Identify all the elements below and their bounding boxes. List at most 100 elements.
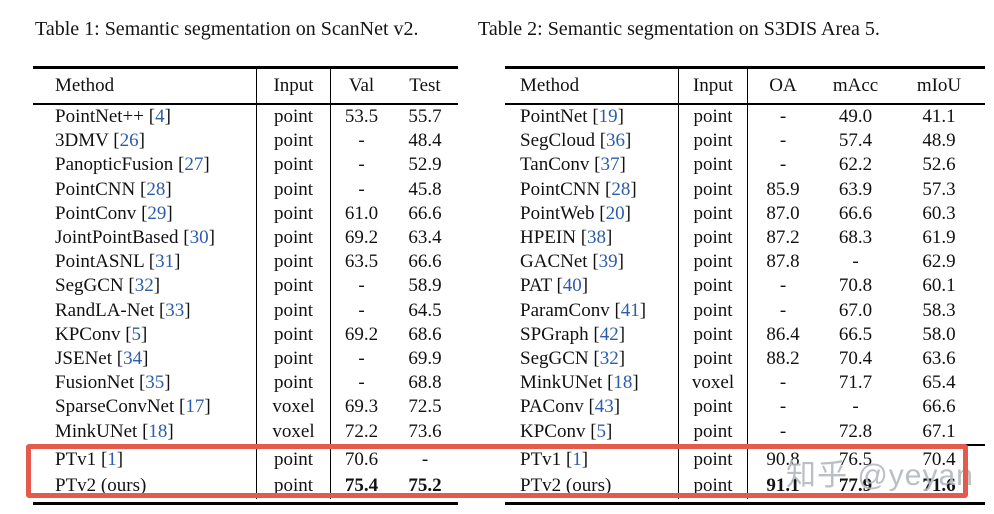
value-cell: 67.1 [922, 420, 956, 442]
value-cell: 70.8 [838, 275, 873, 297]
table-row: MinkUNet [18] voxel 72.2 73.6 [33, 419, 458, 444]
citation-ref[interactable]: 1 [107, 449, 117, 471]
value-cell: 63.9 [838, 178, 873, 200]
citation-bracket: [ [113, 130, 120, 152]
citation-ref[interactable]: 40 [562, 275, 582, 297]
value-cell: 45.8 [408, 178, 442, 200]
table-row: MinkUNet [18] voxel -71.7 65.4 [505, 371, 985, 396]
citation-ref[interactable]: 5 [131, 323, 142, 345]
input-cell: point [256, 177, 330, 202]
value-cell: 49.0 [838, 106, 873, 128]
column-header-oa: OA [747, 69, 818, 103]
citation-ref[interactable]: 28 [146, 178, 166, 200]
value-cell: - [747, 274, 818, 299]
table-row: TanConv [37] point -62.2 52.6 [505, 153, 985, 178]
citation-ref[interactable]: 26 [119, 130, 139, 152]
value-cell: 76.5 [838, 449, 873, 471]
method-cell: SegGCN [32] [55, 275, 161, 297]
citation-ref[interactable]: 35 [145, 372, 165, 394]
method-cell: SegCloud [36] [520, 130, 632, 152]
table-row: PTv1 [1] point 70.6 - [33, 447, 458, 474]
value-cell: - [330, 153, 392, 178]
citation-bracket: [ [592, 106, 599, 128]
column-header-method: Method [520, 75, 580, 96]
table-row: PointNet++ [4] point 53.5 55.7 [33, 105, 458, 130]
value-cell: 68.6 [408, 323, 442, 345]
citation-ref[interactable]: 27 [184, 154, 204, 176]
citation-ref[interactable]: 32 [134, 275, 154, 297]
input-cell: point [678, 419, 747, 444]
value-cell: 48.4 [408, 130, 442, 152]
citation-ref[interactable]: 38 [587, 227, 607, 249]
citation-ref[interactable]: 4 [155, 106, 165, 128]
citation-ref[interactable]: 41 [620, 299, 640, 321]
input-cell: point [256, 105, 330, 130]
citation-ref[interactable]: 5 [596, 420, 607, 442]
value-cell: 75.4 [330, 473, 392, 499]
value-cell: 62.2 [838, 154, 873, 176]
method-cell: PointCNN [28] [55, 178, 172, 200]
method-cell: SparseConvNet [17] [55, 396, 211, 418]
input-cell: point [256, 298, 330, 323]
value-cell: 72.5 [408, 396, 442, 418]
input-cell: point [256, 129, 330, 154]
citation-ref[interactable]: 19 [598, 106, 618, 128]
value-cell: - [747, 371, 818, 396]
citation-bracket: [ [148, 106, 156, 128]
citation-ref[interactable]: 18 [148, 420, 168, 442]
citation-bracket: ] [184, 299, 191, 321]
value-cell: - [747, 298, 818, 323]
citation-bracket: [ [125, 323, 132, 345]
column-header-input: Input [256, 69, 330, 103]
citation-ref[interactable]: 17 [185, 396, 205, 418]
citation-ref[interactable]: 20 [605, 202, 625, 224]
citation-bracket: [ [590, 420, 597, 442]
citation-ref[interactable]: 43 [594, 396, 614, 418]
input-cell: point [678, 129, 747, 154]
citation-ref[interactable]: 1 [572, 449, 582, 471]
value-cell: 72.2 [330, 419, 392, 444]
citation-bracket: ] [581, 275, 589, 297]
citation-bracket: ] [613, 396, 621, 418]
input-cell: point [678, 395, 747, 420]
citation-ref[interactable]: 18 [613, 372, 633, 394]
table-scannet: Method Input Val Test PointNet++ [4] poin… [33, 66, 458, 505]
value-cell: 58.3 [922, 299, 956, 321]
method-cell: 3DMV [26] [55, 130, 145, 152]
citation-bracket: ] [632, 372, 639, 394]
table-row: SegGCN [32] point -58.9 [33, 274, 458, 299]
input-cell: point [256, 201, 330, 226]
value-cell: 69.3 [330, 395, 392, 420]
citation-bracket: [ [183, 227, 190, 249]
value-cell: 48.9 [922, 130, 956, 152]
citation-bracket: [ [593, 347, 600, 369]
table-header: Method Input Val Test [33, 69, 458, 105]
input-cell: point [678, 274, 747, 299]
table-row: 3DMV [26] point -48.4 [33, 129, 458, 154]
method-cell: PTv2 (ours) [55, 474, 147, 496]
value-cell: - [330, 274, 392, 299]
citation-ref[interactable]: 31 [155, 251, 175, 273]
table-s3dis: Method Input OA mAcc mIoU PointNet [19] p… [505, 66, 985, 505]
value-cell: 85.9 [747, 177, 818, 202]
citation-ref[interactable]: 36 [606, 130, 626, 152]
value-cell: 71.6 [922, 474, 956, 496]
value-cell: 65.4 [922, 372, 956, 394]
citation-ref[interactable]: 37 [600, 154, 620, 176]
value-cell: 58.0 [922, 323, 956, 345]
citation-ref[interactable]: 29 [147, 202, 167, 224]
table-row: KPConv [5] point 69.2 68.6 [33, 322, 458, 347]
citation-ref[interactable]: 34 [123, 347, 143, 369]
citation-bracket: ] [617, 251, 624, 273]
citation-ref[interactable]: 32 [599, 347, 619, 369]
citation-ref[interactable]: 42 [599, 323, 619, 345]
table-body: PointNet [19] point -49.0 41.1 SegCloud [36]… [505, 105, 985, 444]
citation-bracket: ] [606, 227, 613, 249]
value-cell: 63.6 [922, 347, 956, 369]
citation-ref[interactable]: 39 [598, 251, 618, 273]
citation-ref[interactable]: 28 [611, 178, 631, 200]
citation-ref[interactable]: 33 [165, 299, 185, 321]
value-cell: 67.0 [838, 299, 873, 321]
citation-ref[interactable]: 30 [189, 227, 209, 249]
citation-bracket: ] [138, 130, 145, 152]
